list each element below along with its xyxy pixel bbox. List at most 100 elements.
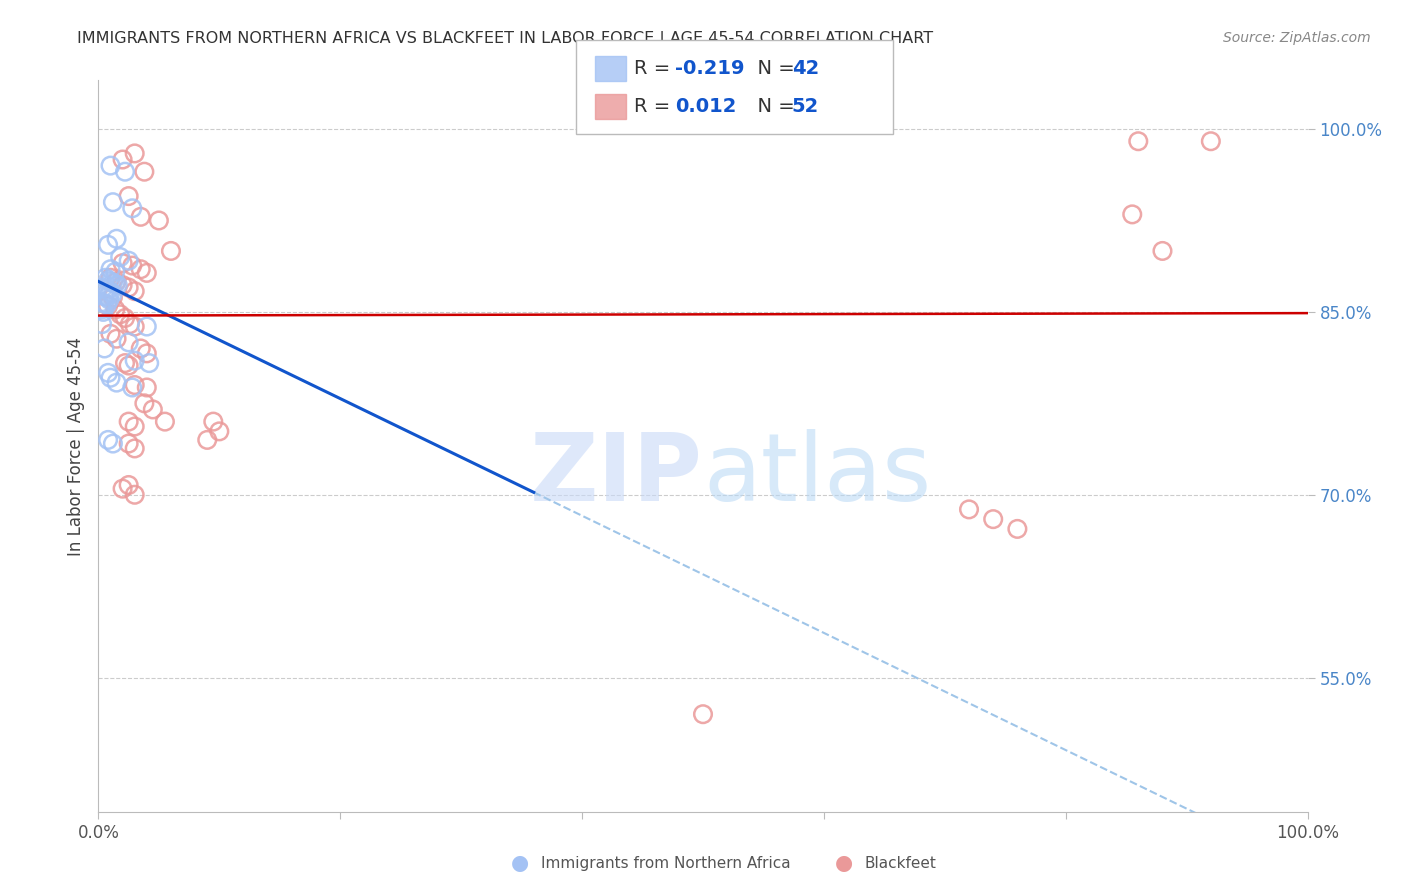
Point (118, 415, 141, 429)
Point (97, 433, 120, 447)
Text: R =: R = (634, 97, 676, 116)
Point (124, 442, 146, 456)
Text: ●: ● (835, 854, 852, 873)
Point (90, 300, 112, 314)
Point (97, 299, 120, 313)
Point (104, 277, 127, 291)
Point (114, 311, 136, 326)
Point (135, 380, 157, 394)
Point (124, 488, 146, 502)
Text: Source: ZipAtlas.com: Source: ZipAtlas.com (1223, 31, 1371, 45)
Point (118, 436, 141, 450)
Point (104, 302, 127, 317)
Point (101, 436, 124, 450)
Point (208, 425, 231, 439)
Point (135, 346, 157, 360)
Text: ZIP: ZIP (530, 429, 703, 521)
Point (135, 266, 157, 280)
Point (107, 278, 129, 293)
Point (195, 433, 218, 447)
Point (957, 502, 980, 516)
Point (111, 482, 134, 496)
Point (129, 210, 152, 224)
Text: Blackfeet: Blackfeet (865, 856, 936, 871)
Point (91, 317, 114, 331)
Point (129, 342, 152, 356)
Point (101, 195, 124, 210)
Point (118, 280, 141, 294)
Point (118, 189, 141, 203)
Point (160, 244, 183, 258)
Point (100, 159, 122, 173)
Point (1152, 244, 1174, 258)
Point (111, 278, 134, 293)
Point (124, 419, 146, 434)
Point (121, 380, 143, 394)
Point (118, 253, 141, 268)
Point (98, 293, 121, 307)
Text: N =: N = (745, 59, 801, 78)
Point (118, 335, 141, 350)
Point (100, 326, 122, 341)
Point (105, 274, 128, 288)
Point (100, 270, 122, 285)
Point (134, 164, 156, 178)
Point (97, 366, 120, 380)
Point (118, 478, 141, 492)
Point (94, 282, 117, 296)
Point (121, 259, 143, 273)
Text: 0.012: 0.012 (675, 97, 737, 116)
Point (104, 265, 127, 279)
Point (153, 415, 176, 429)
Point (91, 280, 114, 294)
Point (93, 342, 115, 356)
Y-axis label: In Labor Force | Age 45-54: In Labor Force | Age 45-54 (66, 336, 84, 556)
Point (93, 296, 115, 310)
Point (101, 276, 124, 290)
Point (1128, 134, 1150, 148)
Point (124, 353, 146, 368)
Point (1007, 522, 1029, 536)
Point (114, 164, 136, 178)
Point (129, 262, 152, 277)
Point (108, 307, 131, 321)
Point (124, 378, 146, 392)
Point (134, 396, 156, 410)
Text: 42: 42 (792, 59, 818, 78)
Point (142, 402, 165, 417)
Point (121, 201, 143, 215)
Point (124, 284, 146, 298)
Point (100, 274, 122, 288)
Point (96, 290, 118, 304)
Point (105, 232, 128, 246)
Text: 52: 52 (792, 97, 818, 116)
Point (111, 153, 134, 167)
Point (100, 285, 122, 300)
Point (97, 273, 120, 287)
Point (108, 250, 131, 264)
Point (118, 317, 141, 331)
Point (1121, 207, 1143, 221)
Point (692, 707, 714, 722)
Point (91, 295, 114, 310)
Point (100, 262, 122, 277)
Text: Immigrants from Northern Africa: Immigrants from Northern Africa (541, 856, 792, 871)
Point (101, 286, 124, 301)
Text: atlas: atlas (703, 429, 931, 521)
Point (124, 319, 146, 334)
Point (93, 289, 115, 303)
Point (202, 415, 225, 429)
Point (101, 290, 124, 304)
Text: -0.219: -0.219 (675, 59, 744, 78)
Point (97, 238, 120, 252)
Point (148, 213, 170, 227)
Point (114, 356, 136, 370)
Point (105, 376, 128, 390)
Point (94, 270, 117, 285)
Text: IMMIGRANTS FROM NORTHERN AFRICA VS BLACKFEET IN LABOR FORCE | AGE 45-54 CORRELAT: IMMIGRANTS FROM NORTHERN AFRICA VS BLACK… (77, 31, 934, 47)
Point (105, 332, 128, 346)
Point (91, 302, 114, 317)
Text: N =: N = (745, 97, 801, 116)
Point (135, 319, 157, 334)
Text: R =: R = (634, 59, 676, 78)
